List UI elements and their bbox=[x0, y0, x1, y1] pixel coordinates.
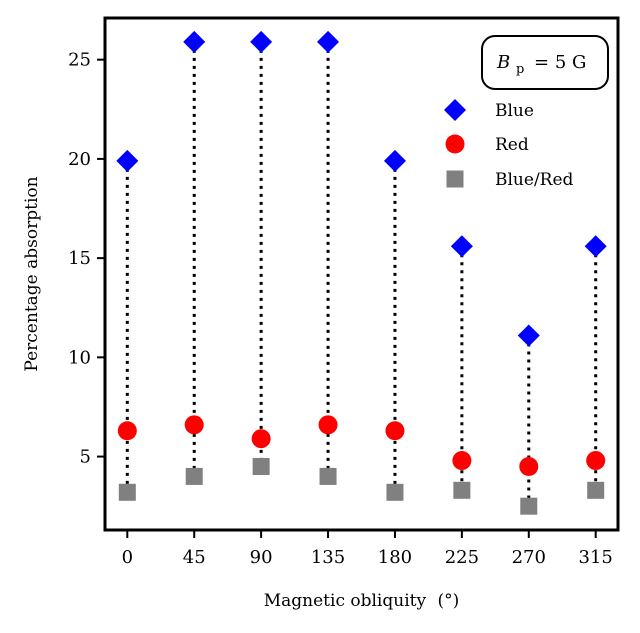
x-tick-label: 315 bbox=[579, 547, 613, 568]
legend: Blue Red Blue/Red bbox=[444, 99, 574, 190]
x-tick-label: 270 bbox=[512, 547, 546, 568]
point-diamond bbox=[116, 149, 139, 172]
legend-label: Red bbox=[495, 135, 529, 155]
legend-marker-square bbox=[446, 170, 464, 188]
point-square bbox=[386, 483, 404, 501]
point-circle bbox=[318, 415, 338, 435]
y-tick-label: 10 bbox=[68, 347, 91, 368]
x-tick-label: 45 bbox=[183, 547, 206, 568]
annotation-box bbox=[481, 35, 609, 90]
point-square bbox=[252, 457, 270, 475]
point-diamond bbox=[250, 30, 273, 53]
x-axis-ticks: 0 45 90 135 180 225 270 315 bbox=[122, 530, 613, 568]
y-tick-label: 25 bbox=[68, 50, 91, 71]
data-markers bbox=[116, 30, 607, 515]
x-tick-label: 225 bbox=[445, 547, 479, 568]
point-square bbox=[118, 483, 136, 501]
legend-marker-diamond bbox=[444, 99, 466, 121]
point-square bbox=[587, 481, 605, 499]
y-tick-label: 5 bbox=[80, 447, 91, 468]
point-circle bbox=[251, 429, 271, 449]
legend-item: Blue/Red bbox=[446, 170, 574, 190]
point-circle bbox=[385, 421, 405, 441]
legend-label: Blue bbox=[495, 101, 534, 121]
point-circle bbox=[184, 415, 204, 435]
point-diamond bbox=[517, 324, 540, 347]
annotation-symbol: B bbox=[496, 52, 510, 73]
x-axis-label-unit: (°) bbox=[437, 591, 459, 611]
x-tick-label: 180 bbox=[378, 547, 412, 568]
point-square bbox=[185, 467, 203, 485]
legend-marker-circle bbox=[445, 134, 465, 154]
legend-item: Blue bbox=[444, 99, 534, 121]
point-square bbox=[520, 497, 538, 515]
y-tick-label: 15 bbox=[68, 248, 91, 269]
legend-item: Red bbox=[445, 134, 529, 155]
connector-lines bbox=[125, 41, 598, 507]
legend-label: Blue/Red bbox=[495, 170, 574, 190]
point-circle bbox=[519, 456, 539, 476]
annotation-value: = 5 G bbox=[534, 52, 586, 73]
point-circle bbox=[452, 451, 472, 471]
point-diamond bbox=[317, 30, 340, 53]
point-circle bbox=[586, 451, 606, 471]
point-diamond bbox=[183, 30, 206, 53]
y-axis-label: Percentage absorption bbox=[22, 176, 42, 371]
point-circle bbox=[117, 421, 137, 441]
point-diamond bbox=[584, 235, 607, 258]
plot-frame bbox=[103, 16, 620, 532]
point-square bbox=[453, 481, 471, 499]
x-axis-label-text: Magnetic obliquity bbox=[264, 591, 427, 611]
y-tick-label: 20 bbox=[68, 149, 91, 170]
x-tick-label: 135 bbox=[311, 547, 345, 568]
annotation-text: B p = 5 G bbox=[496, 52, 586, 78]
field-strength-annotation: B p = 5 G bbox=[481, 35, 609, 90]
point-square bbox=[319, 467, 337, 485]
point-diamond bbox=[383, 149, 406, 172]
point-diamond bbox=[450, 235, 473, 258]
x-axis-label: Magnetic obliquity (°) bbox=[264, 591, 460, 611]
x-tick-label: 0 bbox=[122, 547, 133, 568]
annotation-subscript: p bbox=[516, 62, 524, 77]
x-tick-label: 90 bbox=[250, 547, 273, 568]
y-axis-ticks: 5 10 15 20 25 bbox=[68, 50, 105, 468]
